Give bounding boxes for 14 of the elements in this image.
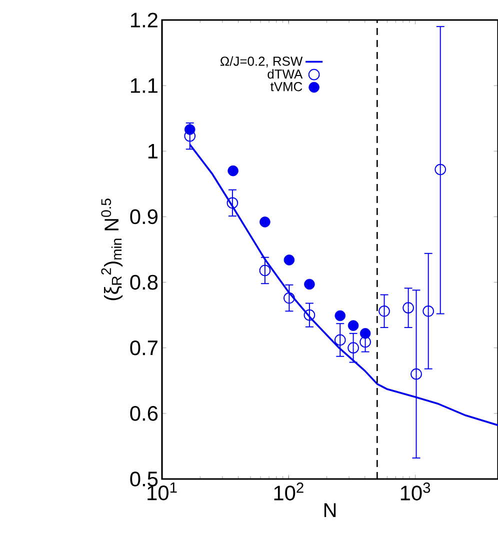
y-tick-label: 0.8 — [130, 274, 158, 290]
legend-label: dTWA — [268, 69, 303, 79]
y-tick-label: 0.9 — [130, 209, 158, 224]
y-tick-label: 0.7 — [130, 340, 158, 356]
y-axis-title: (ξ$_{R}$$^{2}$)$_{min}$ N$^{0.5}$ — [101, 198, 123, 300]
x-tick-label: 10$^{3}$ — [400, 482, 430, 500]
y-tick-label: 1.1 — [130, 78, 158, 93]
y-tick-label: 1 — [148, 144, 158, 158]
y-tick-label: 0.6 — [130, 406, 158, 421]
x-axis-title: N — [324, 503, 336, 517]
y-tick-label: 1.2 — [130, 12, 158, 28]
x-tick-label: 10$^{2}$ — [274, 482, 304, 500]
legend-label: tVMC — [270, 82, 302, 92]
legend-label: Ω/J=0.2, RSW — [220, 56, 303, 68]
